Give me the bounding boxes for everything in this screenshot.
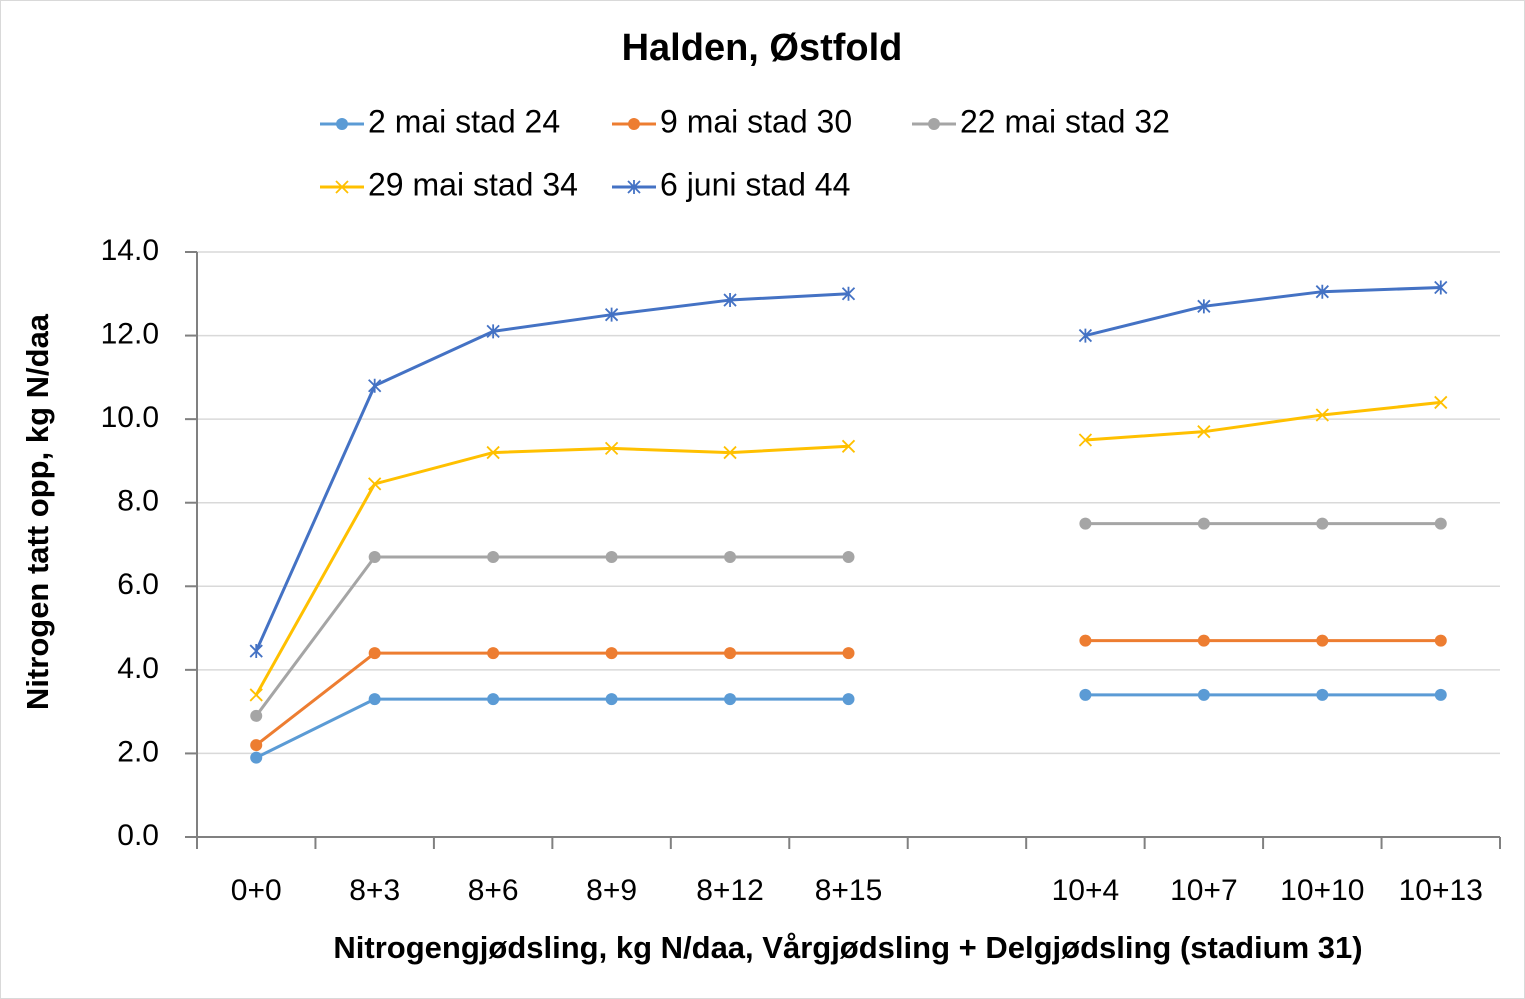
point [368,693,381,706]
point [486,445,500,460]
point [604,307,619,322]
point [368,378,382,393]
y-tick-label: 4.0 [117,652,159,685]
point [604,441,619,456]
legend-marker [627,180,641,194]
point [724,693,737,706]
point [1434,688,1447,701]
point [1434,517,1447,530]
point [1078,433,1093,447]
point [724,647,737,660]
legend-item: 2 mai stad 24 [320,103,560,139]
point [487,693,500,706]
point [842,693,855,706]
legend-item: 9 mai stad 30 [612,103,852,139]
y-tick-label: 2.0 [117,735,159,768]
series-line [255,522,1441,717]
y-tick-label: 8.0 [117,485,159,518]
x-tick-label: 0+0 [231,874,282,907]
series-line [255,639,1441,747]
legend-item: 22 mai stad 32 [912,103,1170,139]
x-tick-label: 8+9 [586,874,637,907]
point [841,439,856,453]
point [1197,299,1211,314]
point [487,551,500,564]
point [1316,688,1329,701]
point [249,644,263,659]
series-line [254,286,1441,652]
point [723,445,737,460]
point [368,477,382,491]
point [1079,517,1092,530]
x-tick-label: 10+10 [1280,874,1364,907]
legend-marker [628,118,640,130]
point [487,647,500,660]
x-tick-label: 10+13 [1399,874,1483,907]
y-tick-label: 10.0 [101,401,159,434]
point [1434,395,1448,410]
legend-item: 29 mai stad 34 [320,166,578,202]
legend-marker [336,118,348,130]
x-tick-label: 8+3 [349,874,400,907]
series-line [255,693,1441,759]
point [1197,517,1210,530]
point [724,551,737,564]
point [1434,634,1447,647]
point [1197,425,1211,439]
legend-label: 2 mai stad 24 [368,103,560,139]
point [841,286,856,301]
point [249,688,263,702]
point [1316,517,1329,530]
x-tick-label: 10+4 [1052,874,1120,907]
point [1197,634,1210,647]
x-tick-label: 10+7 [1170,874,1238,907]
point [1079,634,1092,647]
chart-title: Halden, Østfold [622,27,903,69]
legend-label: 29 mai stad 34 [368,166,578,202]
legend-label: 22 mai stad 32 [960,103,1170,139]
legend-item: 6 juni stad 44 [612,166,850,202]
point [368,551,381,564]
point [1316,634,1329,647]
point [1434,280,1448,295]
point [605,693,618,706]
point [486,324,500,339]
point [605,647,618,660]
legend-label: 6 juni stad 44 [660,166,850,202]
point [1079,688,1092,701]
y-axis-label: Nitrogen tatt opp, kg N/daa [20,313,55,710]
legend-marker [335,180,349,194]
y-tick-label: 14.0 [101,234,159,267]
point [842,551,855,564]
point [1078,328,1093,343]
point [250,751,263,764]
series-line [254,400,1441,696]
point [250,709,263,722]
x-tick-label: 8+12 [696,874,764,907]
legend-marker [928,118,940,130]
point [1315,408,1329,422]
point [1197,688,1210,701]
point [723,293,737,308]
point [842,647,855,660]
x-tick-label: 8+6 [468,874,519,907]
point [250,739,263,752]
point [1315,284,1329,299]
x-tick-label: 8+15 [815,874,883,907]
x-axis-label: Nitrogengjødsling, kg N/daa, Vårgjødslin… [333,930,1362,965]
point [605,551,618,564]
y-tick-label: 12.0 [101,317,159,350]
y-tick-label: 6.0 [117,568,159,601]
y-tick-label: 0.0 [117,819,159,852]
point [368,647,381,660]
legend-label: 9 mai stad 30 [660,103,852,139]
